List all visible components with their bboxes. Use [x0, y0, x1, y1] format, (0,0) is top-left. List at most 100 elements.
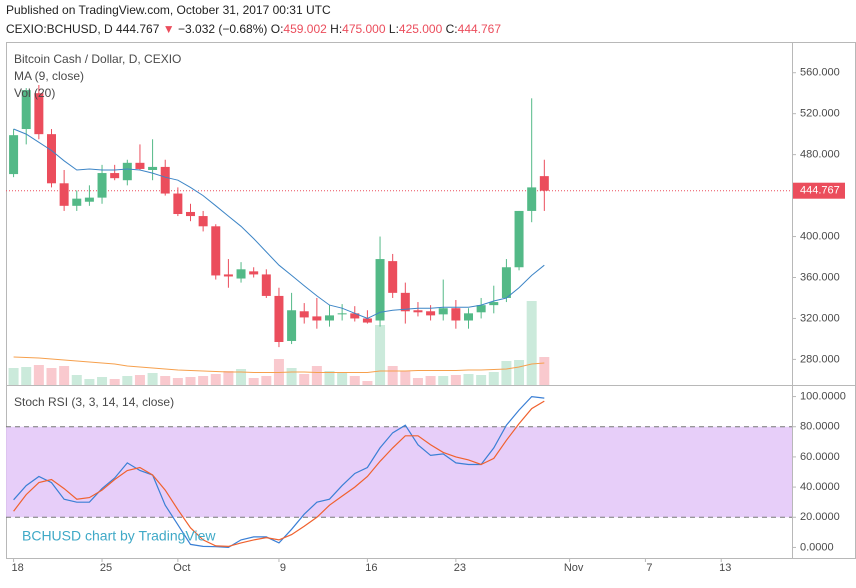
candle-body	[274, 295, 284, 342]
volume-bar	[463, 374, 474, 385]
c-label: C:	[446, 22, 458, 36]
x-tick-label: 9	[280, 562, 286, 574]
candle-body	[426, 311, 436, 316]
volume-bar	[324, 371, 335, 385]
volume-bar	[362, 381, 373, 385]
candle-body	[501, 267, 511, 298]
x-tick-label: 13	[719, 562, 731, 574]
volume-bar	[337, 372, 348, 385]
y-tick-label: 280.000	[800, 353, 840, 365]
y-tick-label: 480.000	[800, 149, 840, 161]
volume-bar	[248, 378, 259, 385]
candle-body	[362, 318, 372, 323]
candle-body	[249, 271, 259, 275]
candle-body	[198, 216, 208, 227]
volume-ma	[13, 356, 545, 373]
pane-title: Bitcoin Cash / Dollar, D, CEXIO	[14, 52, 181, 66]
band	[6, 426, 792, 518]
stoch-line	[13, 395, 545, 549]
l-label: L:	[389, 22, 399, 36]
volume-bar	[438, 376, 449, 385]
candle-body	[451, 308, 461, 321]
last-price-tag	[793, 182, 845, 199]
x-tick-label: 7	[646, 562, 652, 574]
candle-body	[261, 274, 271, 296]
candle-body	[97, 173, 107, 198]
volume-bar	[172, 378, 183, 385]
x-tick-label: 23	[454, 562, 466, 574]
y-tick-label: 360.000	[800, 271, 840, 283]
volume-bar	[134, 375, 145, 385]
y-tick-label: 20.0000	[800, 511, 840, 523]
volume-bar	[488, 372, 499, 385]
l: 425.000	[399, 22, 443, 36]
volume-bar	[501, 361, 512, 385]
candle-body	[375, 259, 385, 321]
volume-bar	[21, 367, 32, 385]
candle-body	[223, 274, 233, 277]
y-tick-label: 0.0000	[800, 541, 834, 553]
y-tick-label: 100.0000	[800, 390, 846, 402]
volume-bar	[425, 376, 436, 385]
candle-body	[527, 187, 537, 211]
y-tick-label: 60.0000	[800, 451, 840, 463]
h: 475.000	[342, 22, 386, 36]
volume-bar	[539, 357, 550, 385]
x-tick-label: 18	[11, 562, 23, 574]
volume-bar	[286, 368, 297, 385]
h-label: H:	[330, 22, 342, 36]
candle-body	[539, 176, 549, 191]
candle-body	[489, 302, 499, 306]
volume-bar	[311, 366, 322, 385]
vol-legend: Vol (20)	[14, 86, 55, 100]
y-tick-label: 40.0000	[800, 481, 840, 493]
candle-body	[287, 310, 297, 341]
y-tick-label: 80.0000	[800, 421, 840, 433]
volume-bar	[387, 366, 398, 385]
volume-bar	[122, 376, 133, 385]
volume-bar	[299, 374, 310, 385]
volume-bar	[198, 376, 209, 385]
candle-body	[464, 313, 474, 321]
o-label: O:	[271, 22, 284, 36]
volume-bar	[84, 379, 95, 385]
c: 444.767	[458, 22, 502, 36]
last: 444.767	[116, 22, 160, 36]
volume-bar	[59, 366, 70, 385]
candle-body	[46, 134, 56, 184]
legend-line: CEXIO:BCHUSD, D 444.767 ▼ −3.032 (−0.68%…	[6, 22, 501, 36]
candle-body	[514, 210, 524, 268]
candle-body	[185, 211, 195, 217]
candle-body	[59, 183, 69, 206]
candle-body	[135, 162, 145, 169]
x-tick-label: Nov	[564, 562, 584, 574]
candle-body	[9, 135, 19, 175]
volume-bar	[476, 375, 487, 385]
candle-body	[21, 90, 31, 130]
arrow: ▼	[163, 22, 175, 36]
x-tick-label: Oct	[173, 562, 190, 574]
volume-bar	[71, 375, 82, 385]
volume-bar	[33, 365, 44, 385]
candle-body	[400, 292, 410, 312]
change: −3.032 (−0.68%)	[178, 22, 267, 36]
volume-bar	[109, 379, 120, 385]
volume-bar	[526, 301, 537, 385]
volume-bar	[160, 376, 171, 385]
y-tick-label: 400.000	[800, 230, 840, 242]
volume-bar	[185, 377, 196, 385]
candle-body	[388, 261, 398, 293]
ma-line	[13, 128, 545, 319]
candle-body	[84, 197, 94, 202]
symbol: CEXIO:BCHUSD, D	[6, 22, 113, 36]
volume-bar	[210, 374, 221, 385]
candle-body	[110, 173, 120, 179]
pane-title: Stoch RSI (3, 3, 14, 14, close)	[14, 395, 174, 409]
y-tick-label: 320.000	[800, 312, 840, 324]
volume-bar	[514, 360, 525, 385]
candle-body	[438, 308, 448, 315]
ma-legend: MA (9, close)	[14, 69, 84, 83]
y-tick-label: 520.000	[800, 108, 840, 120]
stoch-line	[13, 400, 545, 548]
